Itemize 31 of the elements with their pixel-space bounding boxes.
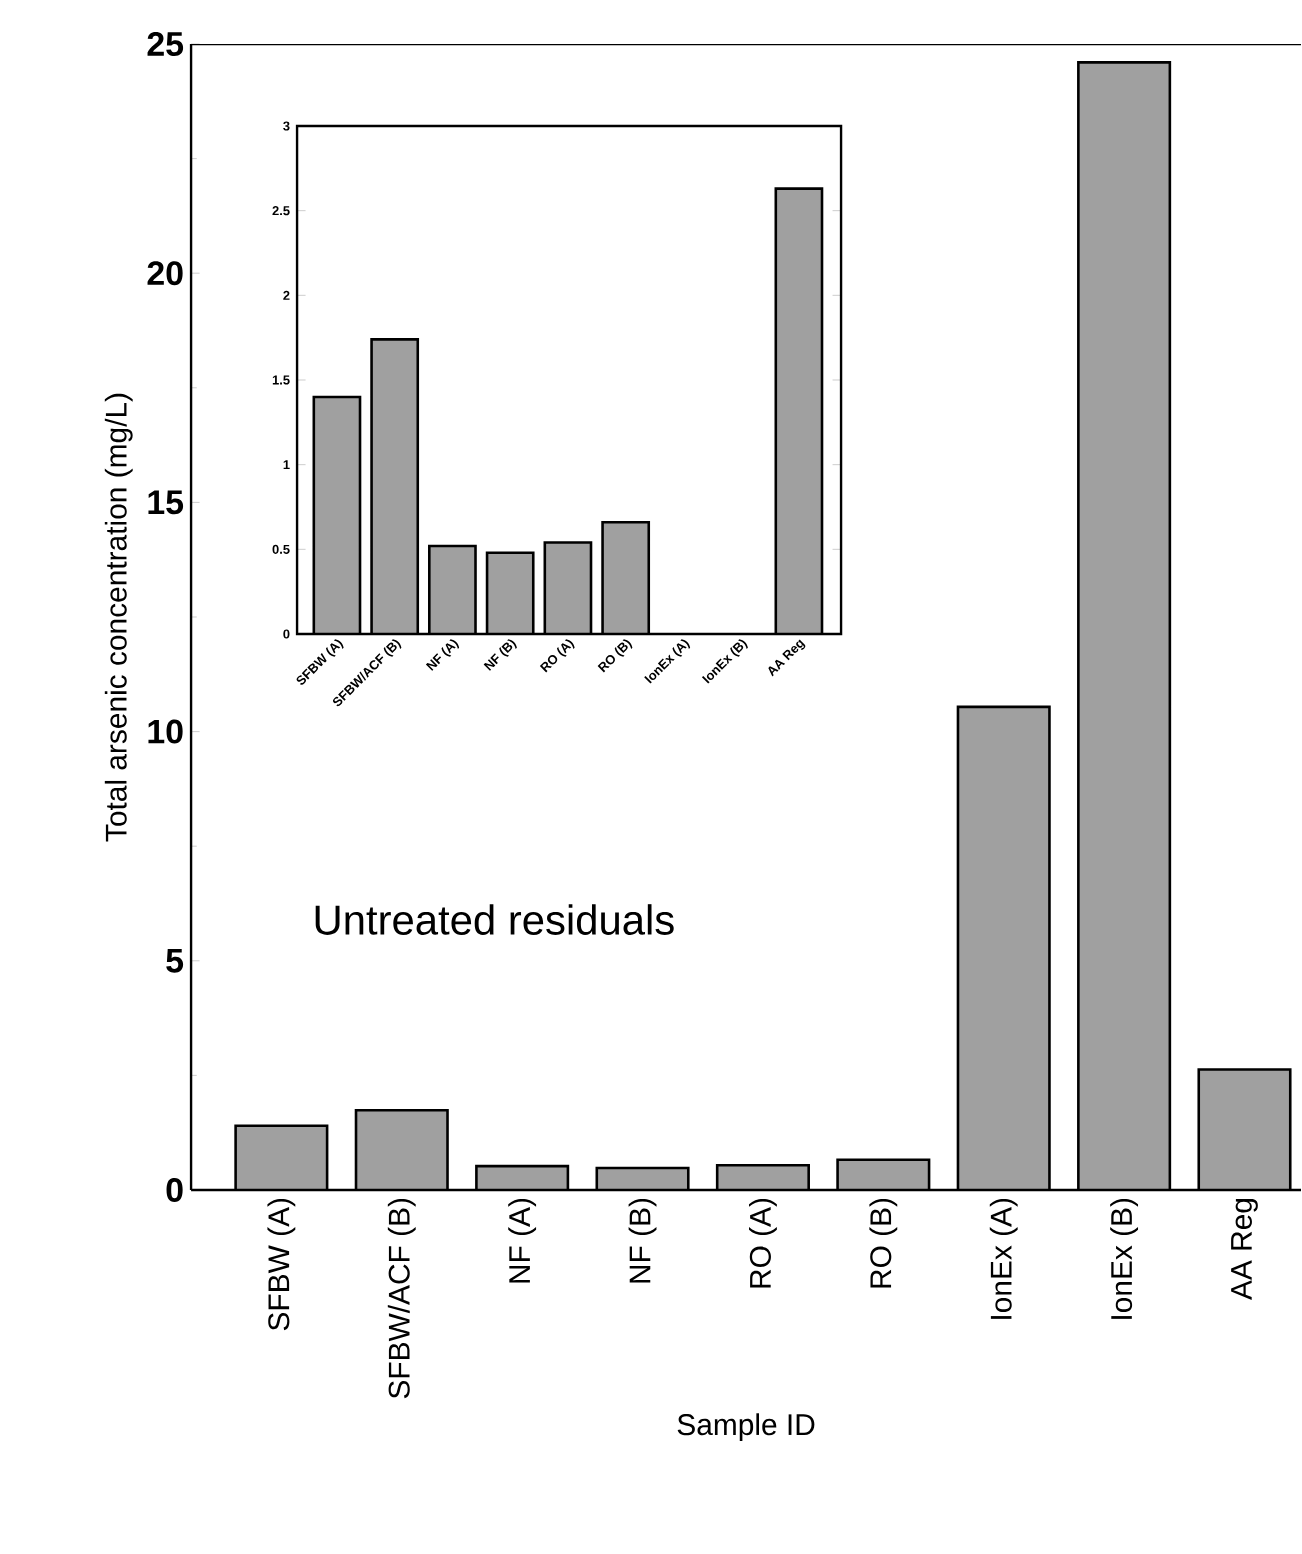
bar bbox=[545, 542, 592, 634]
x-axis-title: Sample ID bbox=[678, 1413, 815, 1442]
x-tick-label: AA Reg bbox=[1231, 1199, 1259, 1300]
x-tick-label: NF (A) bbox=[508, 1198, 537, 1283]
x-tick-label: RO (A) bbox=[749, 1198, 778, 1288]
x-tick-label: IonEx (A) bbox=[990, 1198, 1019, 1319]
x-tick-label: SFBW (A) bbox=[267, 1198, 296, 1331]
x-tick-label: IonEx (B) bbox=[1110, 1198, 1139, 1319]
bar bbox=[476, 1166, 569, 1190]
bar bbox=[603, 522, 650, 634]
bar bbox=[372, 339, 419, 634]
y-tick-label: 25 bbox=[148, 32, 184, 56]
y-tick-label: 15 bbox=[148, 490, 184, 515]
y-tick-label: 5 bbox=[166, 948, 184, 973]
x-tick-label: NF (B) bbox=[629, 1198, 657, 1283]
annotation: Untreated residuals bbox=[316, 904, 675, 935]
x-tick-label: SFBW/ACF (B) bbox=[388, 1198, 417, 1399]
bar bbox=[958, 706, 1050, 1190]
y-tick-label: 10 bbox=[148, 719, 184, 744]
bar bbox=[838, 1159, 930, 1190]
y-tick-label: 0 bbox=[167, 1178, 184, 1202]
y-tick-label: 20 bbox=[148, 261, 184, 286]
bar bbox=[236, 1125, 328, 1190]
bar bbox=[429, 545, 476, 634]
bar bbox=[1078, 62, 1171, 1190]
bar bbox=[356, 1110, 448, 1190]
x-tick-label: RO (B) bbox=[869, 1198, 898, 1288]
bar bbox=[314, 396, 361, 634]
bar bbox=[487, 552, 534, 634]
bar bbox=[774, 187, 824, 634]
y-axis-title: Total arsenic concentration (mg/L) bbox=[105, 393, 134, 842]
